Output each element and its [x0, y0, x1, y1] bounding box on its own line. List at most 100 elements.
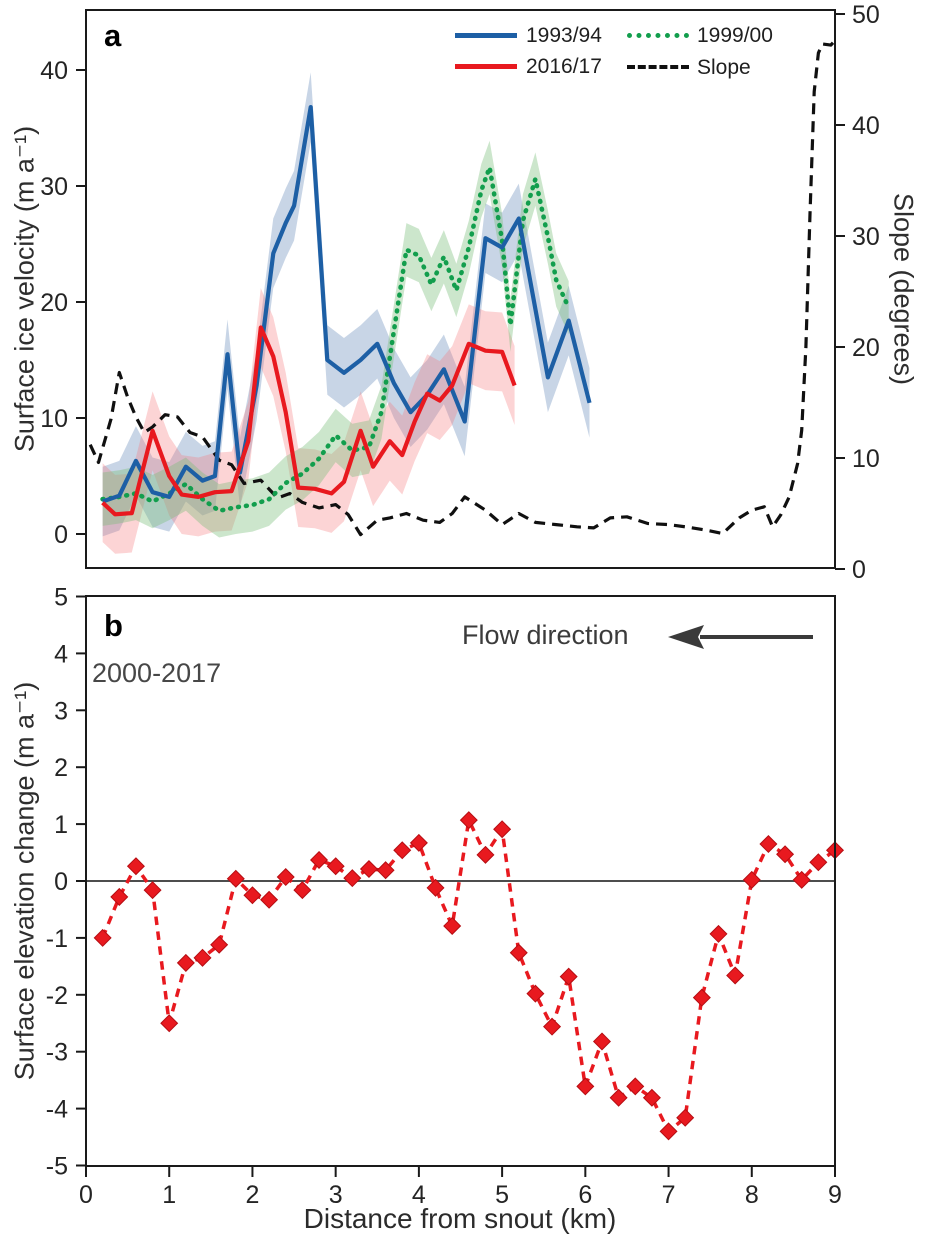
diamond-marker	[659, 1122, 678, 1141]
panel-b-left-tick-label: 1	[54, 811, 68, 839]
diamond-marker	[726, 966, 745, 985]
panel-b-letter: b	[104, 608, 123, 643]
diamond-marker	[326, 857, 345, 876]
panel-b-x-tick-label: 4	[412, 1181, 426, 1209]
legend-label-1993-94: 1993/94	[526, 24, 602, 47]
confidence-band-1993-94	[102, 72, 590, 537]
diamond-marker	[293, 881, 312, 900]
panel-b-left-tick-label: -3	[46, 1039, 68, 1067]
diamond-marker	[559, 967, 578, 986]
panel-b-x-tick-label: 0	[79, 1181, 93, 1209]
diamond-marker	[543, 1017, 562, 1036]
legend-line-1993-94	[455, 33, 517, 38]
series-line-1993-94	[101, 105, 592, 504]
panel-a-left-tick-label: 20	[40, 289, 68, 317]
series-line-Slope	[88, 39, 837, 537]
diamond-marker	[792, 870, 811, 889]
panel-a-left-tick-label: 10	[40, 405, 68, 433]
diamond-marker	[509, 943, 528, 962]
diamond-marker	[809, 853, 828, 872]
diamond-marker	[226, 869, 245, 888]
panel-a-right-tick-label: 50	[852, 1, 880, 29]
panel-a-right-tick-label: 40	[852, 112, 880, 140]
arrow-head	[668, 625, 704, 649]
diamond-marker	[160, 1014, 179, 1033]
flow-direction-label: Flow direction	[462, 620, 629, 650]
panel-a-group	[88, 39, 837, 554]
diamond-marker	[210, 935, 229, 954]
legend-label-2016-17: 2016/17	[526, 55, 602, 78]
flow-direction-arrow	[668, 625, 813, 649]
diamond-marker	[459, 811, 478, 830]
legend-label-slope: Slope	[697, 56, 751, 79]
x-axis-title: Distance from snout (km)	[303, 1203, 617, 1234]
panel-b-x-tick-label: 6	[578, 1181, 592, 1209]
panel-b-y-axis-title: Surface elevation change (m a⁻¹)	[9, 681, 40, 1081]
diamond-marker	[276, 868, 295, 887]
diamond-marker	[359, 860, 378, 879]
legend-line-2016-17	[455, 64, 517, 69]
diamond-marker	[176, 953, 195, 972]
panel-b-left-tick-label: 4	[54, 640, 68, 668]
diamond-marker	[642, 1088, 661, 1107]
diamond-marker	[93, 928, 112, 947]
diamond-marker	[426, 878, 445, 897]
panel-b-left-tick-label: -1	[46, 925, 68, 953]
panel-b-x-tick-label: 1	[162, 1181, 176, 1209]
diamond-marker	[193, 948, 212, 967]
legend-line-1999-00	[627, 33, 689, 38]
panel-a-right-tick-label: 0	[852, 556, 866, 584]
panel-a-letter: a	[104, 18, 122, 53]
diamond-marker	[676, 1108, 695, 1127]
diamond-marker	[260, 890, 279, 909]
legend-label-1999-00: 1999/00	[697, 24, 773, 47]
diamond-marker	[343, 869, 362, 888]
panel-a-left-tick-label: 40	[40, 57, 68, 85]
panel-b-x-tick-label: 9	[828, 1181, 842, 1209]
diamond-marker	[709, 924, 728, 943]
series-line-1999-00	[100, 165, 571, 514]
diamond-marker	[626, 1077, 645, 1096]
panel-b-left-tick-label: -2	[46, 982, 68, 1010]
diamond-marker	[592, 1032, 611, 1051]
panel-b-left-tick-label: 0	[54, 868, 68, 896]
diamond-marker	[526, 984, 545, 1003]
diamond-marker	[126, 857, 145, 876]
diamond-marker	[776, 845, 795, 864]
diamond-marker	[310, 850, 329, 869]
panel-a-right-tick-label: 20	[852, 334, 880, 362]
diamond-marker	[443, 916, 462, 935]
series-line-2016-17	[101, 325, 517, 517]
diamond-marker	[576, 1077, 595, 1096]
panel-a-right-axis-title: Slope (degrees)	[888, 192, 919, 386]
diamond-marker	[692, 988, 711, 1007]
diamond-marker	[759, 835, 778, 854]
diamond-marker	[243, 886, 262, 905]
panel-a-y-axis-title: Surface ice velocity (m a⁻¹)	[9, 125, 40, 453]
panel-b-left-tick-label: -5	[46, 1153, 68, 1181]
diamond-marker	[742, 870, 761, 889]
panel-a-left-tick-label: 30	[40, 173, 68, 201]
panel-b-group	[86, 811, 845, 1141]
panel-a-border	[85, 9, 836, 569]
panel-a-left-tick-label: 0	[54, 521, 68, 549]
diamond-marker	[409, 833, 428, 852]
diamond-marker	[476, 845, 495, 864]
panel-a-right-tick-label: 10	[852, 445, 880, 473]
confidence-band-2016-17	[102, 288, 515, 554]
diamond-marker	[110, 887, 129, 906]
diamond-marker	[376, 861, 395, 880]
elevation-change-line	[100, 814, 837, 1135]
diamond-marker	[143, 881, 162, 900]
legend-line-slope	[627, 65, 689, 69]
panel-a-right-tick-label: 30	[852, 223, 880, 251]
period-annotation: 2000-2017	[92, 658, 222, 688]
panel-b-x-tick-label: 2	[245, 1181, 259, 1209]
panel-b-x-tick-label: 3	[329, 1181, 343, 1209]
panel-b-left-tick-label: 2	[54, 754, 68, 782]
panel-b-x-tick-label: 7	[662, 1181, 676, 1209]
diamond-marker	[609, 1088, 628, 1107]
diamond-marker	[393, 841, 412, 860]
